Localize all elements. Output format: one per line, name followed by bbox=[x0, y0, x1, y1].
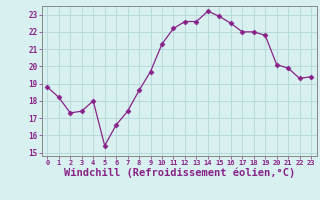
X-axis label: Windchill (Refroidissement éolien,°C): Windchill (Refroidissement éolien,°C) bbox=[64, 168, 295, 178]
